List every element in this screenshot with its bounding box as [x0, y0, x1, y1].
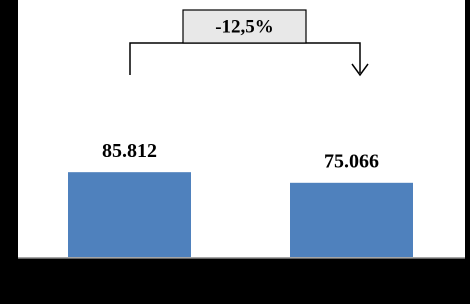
value-label: 85.812	[102, 140, 157, 162]
arrow-head	[351, 63, 369, 77]
bar	[290, 182, 413, 257]
annotation-box	[182, 9, 307, 44]
value-label: 75.066	[324, 150, 379, 172]
bar	[68, 172, 191, 257]
annotation: -12,5%	[215, 16, 274, 37]
